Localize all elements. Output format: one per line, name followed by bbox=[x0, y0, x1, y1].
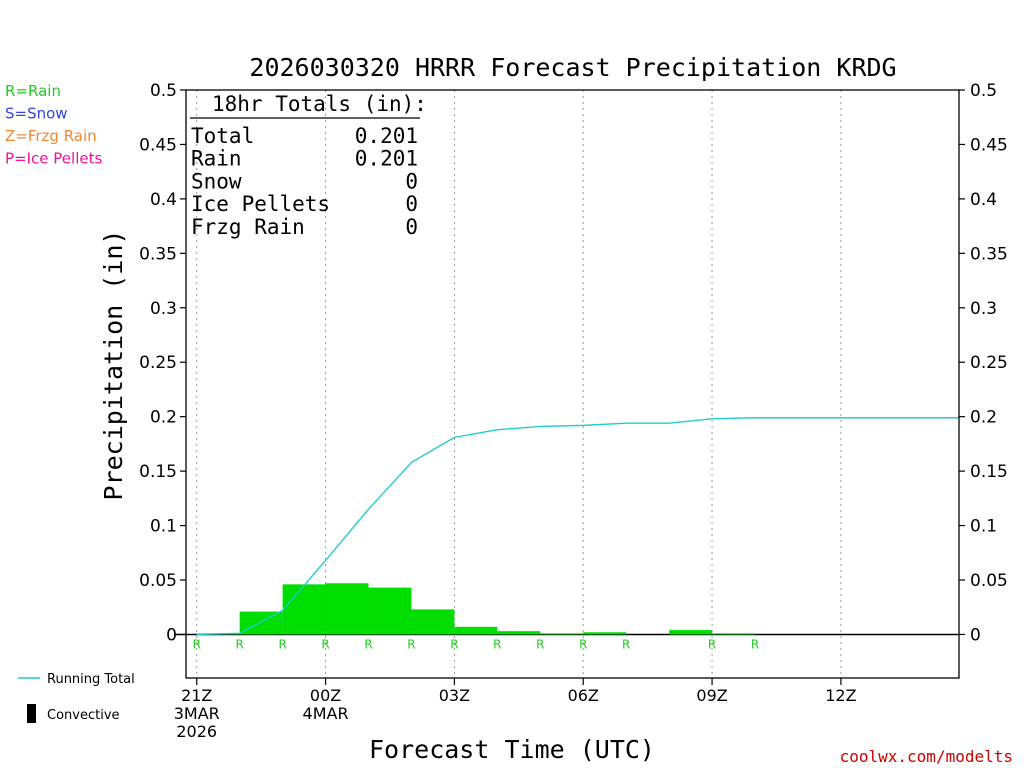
y-tick-label-right: 0.25 bbox=[970, 353, 1008, 373]
y-tick-label-left: 0.3 bbox=[150, 299, 177, 319]
y-tick-label-left: 0.15 bbox=[139, 462, 177, 482]
type-key-item-3: P=Ice Pellets bbox=[5, 150, 102, 168]
x-tick-label: 12Z bbox=[825, 686, 856, 705]
y-tick-label-right: 0.4 bbox=[970, 190, 997, 210]
y-tick-label-right: 0.35 bbox=[970, 244, 1008, 264]
grid-lines bbox=[196, 90, 842, 678]
precip-type-label-22: R bbox=[236, 637, 244, 651]
credit-text: coolwx.com/modelts bbox=[840, 747, 1013, 766]
rain-bars bbox=[174, 583, 959, 636]
x-tick-label: 21Z bbox=[181, 686, 212, 705]
type-key-item-2: Z=Frzg Rain bbox=[5, 127, 97, 145]
type-key-item-1: S=Snow bbox=[5, 105, 68, 123]
precip-type-label-34: R bbox=[751, 637, 759, 651]
totals-value-1: 0.201 bbox=[355, 147, 418, 171]
y-tick-label-left: 0.25 bbox=[139, 353, 177, 373]
plot-frame bbox=[185, 89, 960, 679]
y-tick-label-left: 0.5 bbox=[150, 81, 177, 101]
rain-bar-29 bbox=[497, 631, 541, 635]
y-tick-label-right: 0.45 bbox=[970, 135, 1008, 155]
totals-label-1: Rain bbox=[191, 147, 242, 171]
totals-value-0: 0.201 bbox=[355, 124, 418, 148]
y-tick-label-left: 0.45 bbox=[139, 135, 177, 155]
legend-convective-label: Convective bbox=[47, 708, 120, 723]
y-tick-label-left: 0 bbox=[166, 625, 177, 645]
totals-heading: 18hr Totals (in): bbox=[212, 92, 427, 116]
type-key-item-0: R=Rain bbox=[5, 82, 61, 100]
y-tick-label-left: 0.35 bbox=[139, 244, 177, 264]
precip-type-label-26: R bbox=[407, 637, 415, 651]
precip-type-label-29: R bbox=[536, 637, 544, 651]
rain-bar-26 bbox=[368, 587, 412, 635]
x-axis-label: Forecast Time (UTC) bbox=[369, 735, 655, 764]
y-tick-label-left: 0.2 bbox=[150, 408, 177, 428]
totals-label-0: Total bbox=[191, 124, 254, 148]
totals-label-3: Ice Pellets bbox=[191, 192, 330, 216]
chart-title: 2026030320 HRRR Forecast Precipitation K… bbox=[249, 53, 896, 82]
precip-type-label-25: R bbox=[364, 637, 372, 651]
precip-type-label-21: R bbox=[193, 637, 201, 651]
running-total-line bbox=[196, 417, 959, 636]
precip-type-label-31: R bbox=[622, 637, 630, 651]
x-tick-label: 03Z bbox=[439, 686, 470, 705]
x-tick-label: 4MAR bbox=[303, 704, 349, 723]
totals-value-2: 0 bbox=[405, 169, 418, 193]
y-tick-label-right: 0 bbox=[970, 625, 981, 645]
y-tick-label-left: 0.05 bbox=[139, 571, 177, 591]
y-axis-label: Precipitation (in) bbox=[99, 230, 128, 501]
y-tick-label-right: 0.1 bbox=[970, 517, 997, 537]
rain-bar-25 bbox=[325, 583, 369, 635]
y-tick-label-right: 0.2 bbox=[970, 408, 997, 428]
y-tick-label-right: 0.3 bbox=[970, 299, 997, 319]
x-tick-label: 09Z bbox=[696, 686, 727, 705]
y-tick-label-left: 0.1 bbox=[150, 517, 177, 537]
x-tick-label: 00Z bbox=[310, 686, 341, 705]
rain-bar-34 bbox=[712, 633, 756, 635]
totals-label-2: Snow bbox=[191, 169, 242, 193]
precip-type-label-23: R bbox=[278, 637, 286, 651]
rain-bar-28 bbox=[454, 626, 498, 635]
totals-label-4: Frzg Rain bbox=[191, 215, 305, 239]
x-tick-label: 2026 bbox=[176, 722, 217, 741]
precip-type-label-27: R bbox=[450, 637, 458, 651]
precip-type-label-24: R bbox=[321, 637, 329, 651]
legend-running-total-label: Running Total bbox=[47, 672, 135, 687]
precip-type-label-33: R bbox=[708, 637, 716, 651]
rain-bar-24 bbox=[282, 584, 326, 635]
y-axis-ticks: 0 00.05 0.050.1 0.10.15 0.150.2 0.20.25 0.250.… bbox=[139, 81, 1008, 645]
y-tick-label-left: 0.4 bbox=[150, 190, 177, 210]
legend: Running Total Convective bbox=[18, 672, 135, 723]
rain-bar-23 bbox=[239, 611, 283, 635]
totals-value-3: 0 bbox=[405, 192, 418, 216]
precip-type-key: R=Rain S=Snow Z=Frzg Rain P=Ice Pellets bbox=[5, 82, 102, 168]
x-tick-label: 06Z bbox=[568, 686, 599, 705]
rain-bar-27 bbox=[411, 609, 455, 635]
legend-convective-swatch bbox=[27, 704, 36, 723]
precip-type-label-30: R bbox=[579, 637, 587, 651]
totals-box: 18hr Totals (in): Total 0.201 Rain 0.201 Sno… bbox=[190, 92, 427, 239]
precip-type-label-28: R bbox=[493, 637, 501, 651]
y-tick-label-right: 0.5 bbox=[970, 81, 997, 101]
running-total-layer bbox=[196, 417, 959, 636]
totals-value-4: 0 bbox=[405, 215, 418, 239]
rain-bar-33 bbox=[669, 630, 713, 635]
y-tick-label-right: 0.05 bbox=[970, 571, 1008, 591]
x-tick-label: 3MAR bbox=[174, 704, 220, 723]
rain-bar-30 bbox=[540, 633, 584, 635]
rain-bar-31 bbox=[583, 632, 627, 635]
y-tick-label-right: 0.15 bbox=[970, 462, 1008, 482]
